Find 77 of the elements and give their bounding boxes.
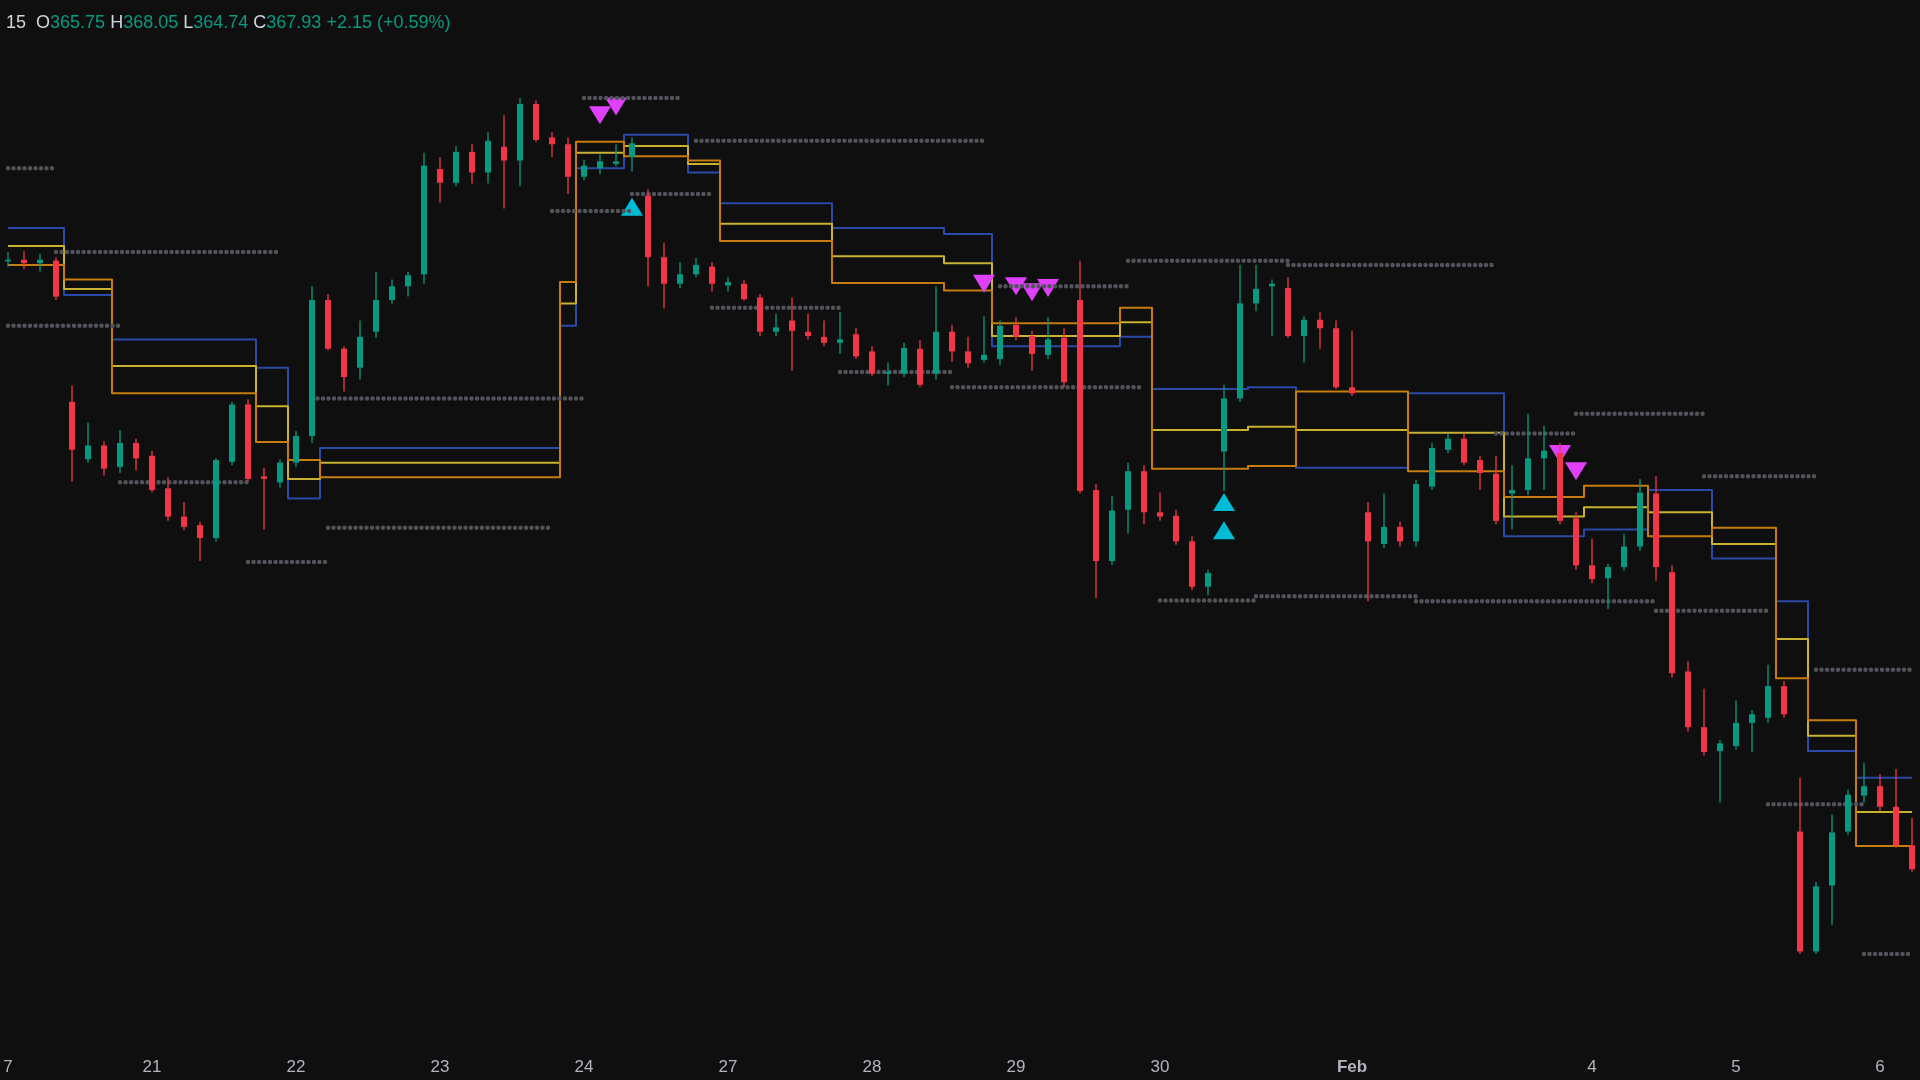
candlestick bbox=[1877, 773, 1883, 812]
candlestick bbox=[117, 429, 123, 474]
candlestick bbox=[773, 313, 779, 337]
x-tick-label: Feb bbox=[1336, 1057, 1368, 1076]
candlestick bbox=[549, 131, 555, 158]
candlestick bbox=[1205, 569, 1211, 596]
candlestick bbox=[1253, 264, 1259, 312]
candlestick bbox=[1621, 533, 1627, 572]
candlestick bbox=[1317, 311, 1323, 350]
x-tick-label: 30 bbox=[1150, 1057, 1170, 1076]
candlestick bbox=[613, 143, 619, 168]
candlestick bbox=[1349, 330, 1355, 397]
x-tick-label: 5 bbox=[1731, 1057, 1741, 1076]
x-tick-label: 28 bbox=[862, 1057, 882, 1076]
candlestick bbox=[101, 440, 107, 477]
candlestick bbox=[1381, 492, 1387, 549]
candlestick bbox=[629, 136, 635, 173]
point bbox=[1565, 462, 1587, 481]
x-tick-label: 27 bbox=[718, 1057, 738, 1076]
point bbox=[973, 274, 995, 293]
candlestick bbox=[853, 327, 859, 360]
candlestick bbox=[85, 421, 91, 464]
candlestick bbox=[1477, 455, 1483, 491]
candlestick bbox=[1461, 432, 1467, 466]
candlestick bbox=[677, 261, 683, 289]
candlestick bbox=[405, 271, 411, 298]
candlestick bbox=[805, 313, 811, 341]
candlestick bbox=[965, 336, 971, 369]
point bbox=[1213, 521, 1235, 540]
candlestick bbox=[181, 501, 187, 531]
x-tick-label: 7 bbox=[3, 1057, 13, 1076]
candlestick bbox=[1045, 316, 1051, 360]
text: O365.75 H368.05 L364.74 C367.93 +2.15 (+0.59%) bbox=[36, 12, 451, 32]
candlestick bbox=[501, 114, 507, 210]
candlestick bbox=[789, 296, 795, 372]
x-tick-label: 21 bbox=[142, 1057, 162, 1076]
candlestick bbox=[437, 156, 443, 204]
candlestick bbox=[949, 324, 955, 363]
point bbox=[589, 106, 611, 125]
candlestick bbox=[1717, 739, 1723, 804]
candlestick bbox=[1301, 315, 1307, 364]
candlestick bbox=[1589, 538, 1595, 584]
candlestick bbox=[197, 521, 203, 562]
candlestick bbox=[821, 319, 827, 347]
x-tick-label: 6 bbox=[1875, 1057, 1885, 1076]
point bbox=[1213, 493, 1235, 512]
candlestick bbox=[133, 438, 139, 471]
candlestick bbox=[261, 467, 267, 531]
x-tick-label: 23 bbox=[430, 1057, 450, 1076]
candlestick bbox=[869, 345, 875, 377]
x-tick-label: 29 bbox=[1006, 1057, 1026, 1076]
candlestick bbox=[981, 315, 987, 364]
candlestick bbox=[1397, 521, 1403, 548]
candlestick bbox=[1541, 425, 1547, 491]
x-tick-label: 24 bbox=[574, 1057, 594, 1076]
candlestick bbox=[885, 361, 891, 387]
candlestick bbox=[693, 257, 699, 278]
candlestick bbox=[1749, 709, 1755, 753]
candlestick bbox=[581, 158, 587, 181]
candlestick bbox=[277, 458, 283, 489]
chart-title: 15 bbox=[6, 11, 27, 33]
candlestick bbox=[597, 153, 603, 175]
candlestick bbox=[389, 278, 395, 305]
candlestick bbox=[469, 143, 475, 185]
candlestick bbox=[1445, 432, 1451, 454]
candlestick bbox=[741, 279, 747, 302]
candlestick bbox=[1029, 330, 1035, 372]
x-tick-label: 4 bbox=[1587, 1057, 1597, 1076]
candlestick bbox=[709, 261, 715, 293]
candlestick bbox=[1733, 699, 1739, 751]
candlestick bbox=[837, 311, 843, 355]
candlestick bbox=[1157, 491, 1163, 522]
candlestick bbox=[1013, 316, 1019, 341]
candlestick bbox=[1909, 817, 1915, 873]
x-tick-label: 22 bbox=[286, 1057, 306, 1076]
candlestick bbox=[1861, 762, 1867, 804]
candlestick bbox=[1605, 563, 1611, 610]
